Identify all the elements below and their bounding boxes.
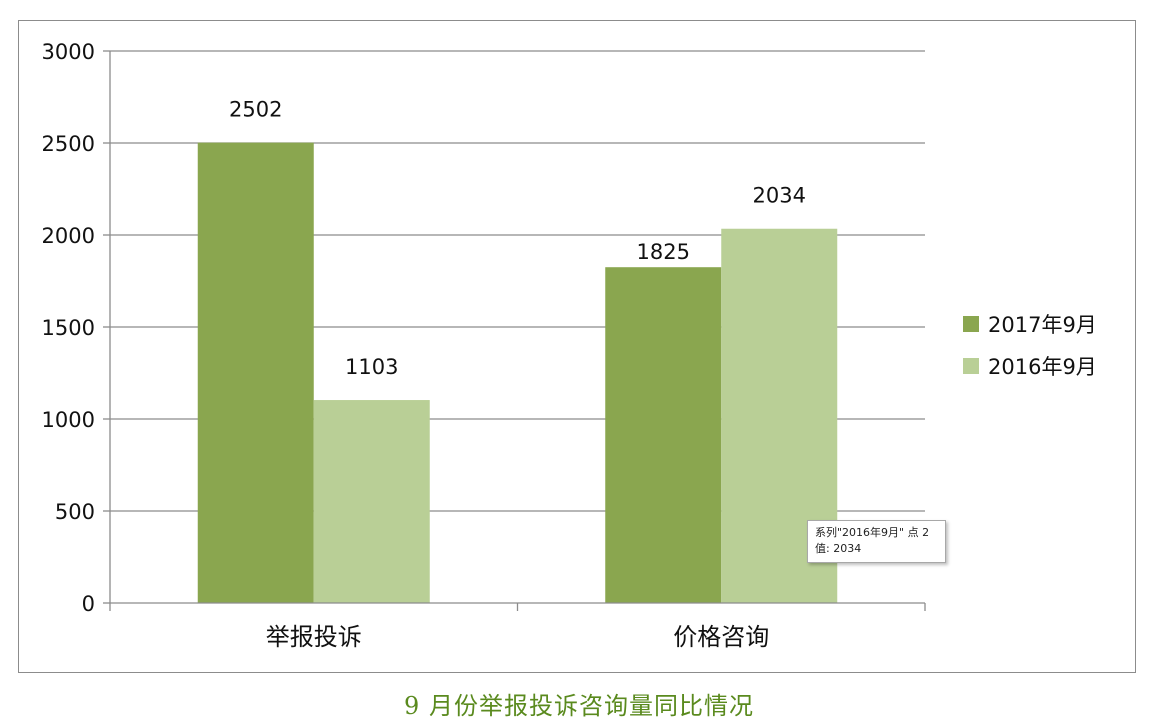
y-tick-label: 2500: [42, 132, 95, 156]
x-category-label: 价格咨询: [673, 623, 769, 651]
data-label: 1103: [345, 355, 398, 379]
data-label: 1825: [637, 240, 690, 264]
data-label: 2034: [753, 184, 806, 208]
bar-chart: 0 500 1000 1500 2000 2500 3000 举报投诉 价格咨询 2502 110…: [42, 40, 1097, 651]
y-tick-label: 1000: [42, 408, 95, 432]
bar: [605, 267, 722, 603]
legend-label: 2016年9月: [988, 355, 1097, 379]
legend-label: 2017年9月: [988, 313, 1097, 337]
y-tick-label: 0: [82, 592, 95, 616]
legend: 2017年9月 2016年9月: [963, 313, 1097, 379]
tooltip-series-line: 系列"2016年9月" 点 2: [815, 526, 930, 539]
data-tooltip: 系列"2016年9月" 点 2 值: 2034: [807, 520, 946, 563]
bar: [313, 400, 430, 603]
y-tick-label: 1500: [42, 316, 95, 340]
y-tick-label: 500: [55, 500, 95, 524]
y-tick-label: 2000: [42, 224, 95, 248]
axes: 0 500 1000 1500 2000 2500 3000 举报投诉 价格咨询: [42, 40, 926, 651]
x-category-label: 举报投诉: [266, 623, 362, 651]
data-labels: 2502 1103 1825 2034: [229, 98, 806, 379]
legend-swatch: [963, 316, 979, 332]
y-tick-label: 3000: [42, 40, 95, 64]
tooltip-value-line: 值: 2034: [815, 542, 862, 555]
bar: [197, 142, 314, 603]
legend-swatch: [963, 358, 979, 374]
bars: [197, 142, 838, 603]
data-label: 2502: [229, 98, 282, 122]
chart-caption: 9 月份举报投诉咨询量同比情况: [404, 692, 754, 720]
